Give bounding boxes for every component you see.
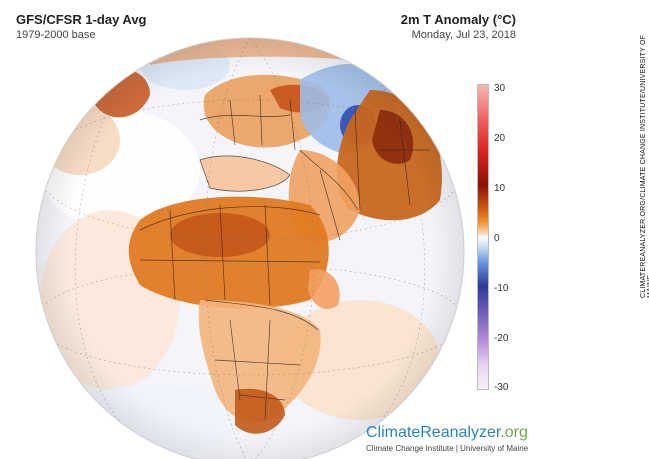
vertical-credit-text: CLIMATEREANALYZER.ORG/CLIMATE CHANGE INS… <box>640 34 649 298</box>
colorbar-tick-label: -10 <box>494 283 509 294</box>
logo-subtitle: Climate Change Institute | University of… <box>366 444 529 453</box>
variable-title: 2m T Anomaly (°C) <box>400 12 516 27</box>
title-block-left: GFS/CFSR 1-day Avg 1979-2000 base <box>16 12 147 41</box>
colorbar-tick-label: 10 <box>494 183 506 194</box>
title-block-right: 2m T Anomaly (°C) Monday, Jul 23, 2018 <box>360 12 516 41</box>
date-label: Monday, Jul 23, 2018 <box>411 29 516 41</box>
logo-main-text: ClimateReanalyzer <box>366 424 501 441</box>
colorbar-legend <box>477 84 489 390</box>
chart-subtitle: 1979-2000 base <box>16 29 96 41</box>
climate-reanalyzer-logo[interactable]: ClimateReanalyzer.org <box>366 424 528 442</box>
chart-title: GFS/CFSR 1-day Avg <box>16 12 147 27</box>
globe-outline <box>35 37 465 459</box>
logo-accent-text: .org <box>500 424 528 441</box>
colorbar-tick-label: -20 <box>494 333 509 344</box>
colorbar-tick-label: 30 <box>494 83 506 94</box>
colorbar-tick-label: 20 <box>494 133 506 144</box>
colorbar-tick-label: 0 <box>494 233 500 244</box>
colorbar-tick-label: -30 <box>494 382 509 393</box>
